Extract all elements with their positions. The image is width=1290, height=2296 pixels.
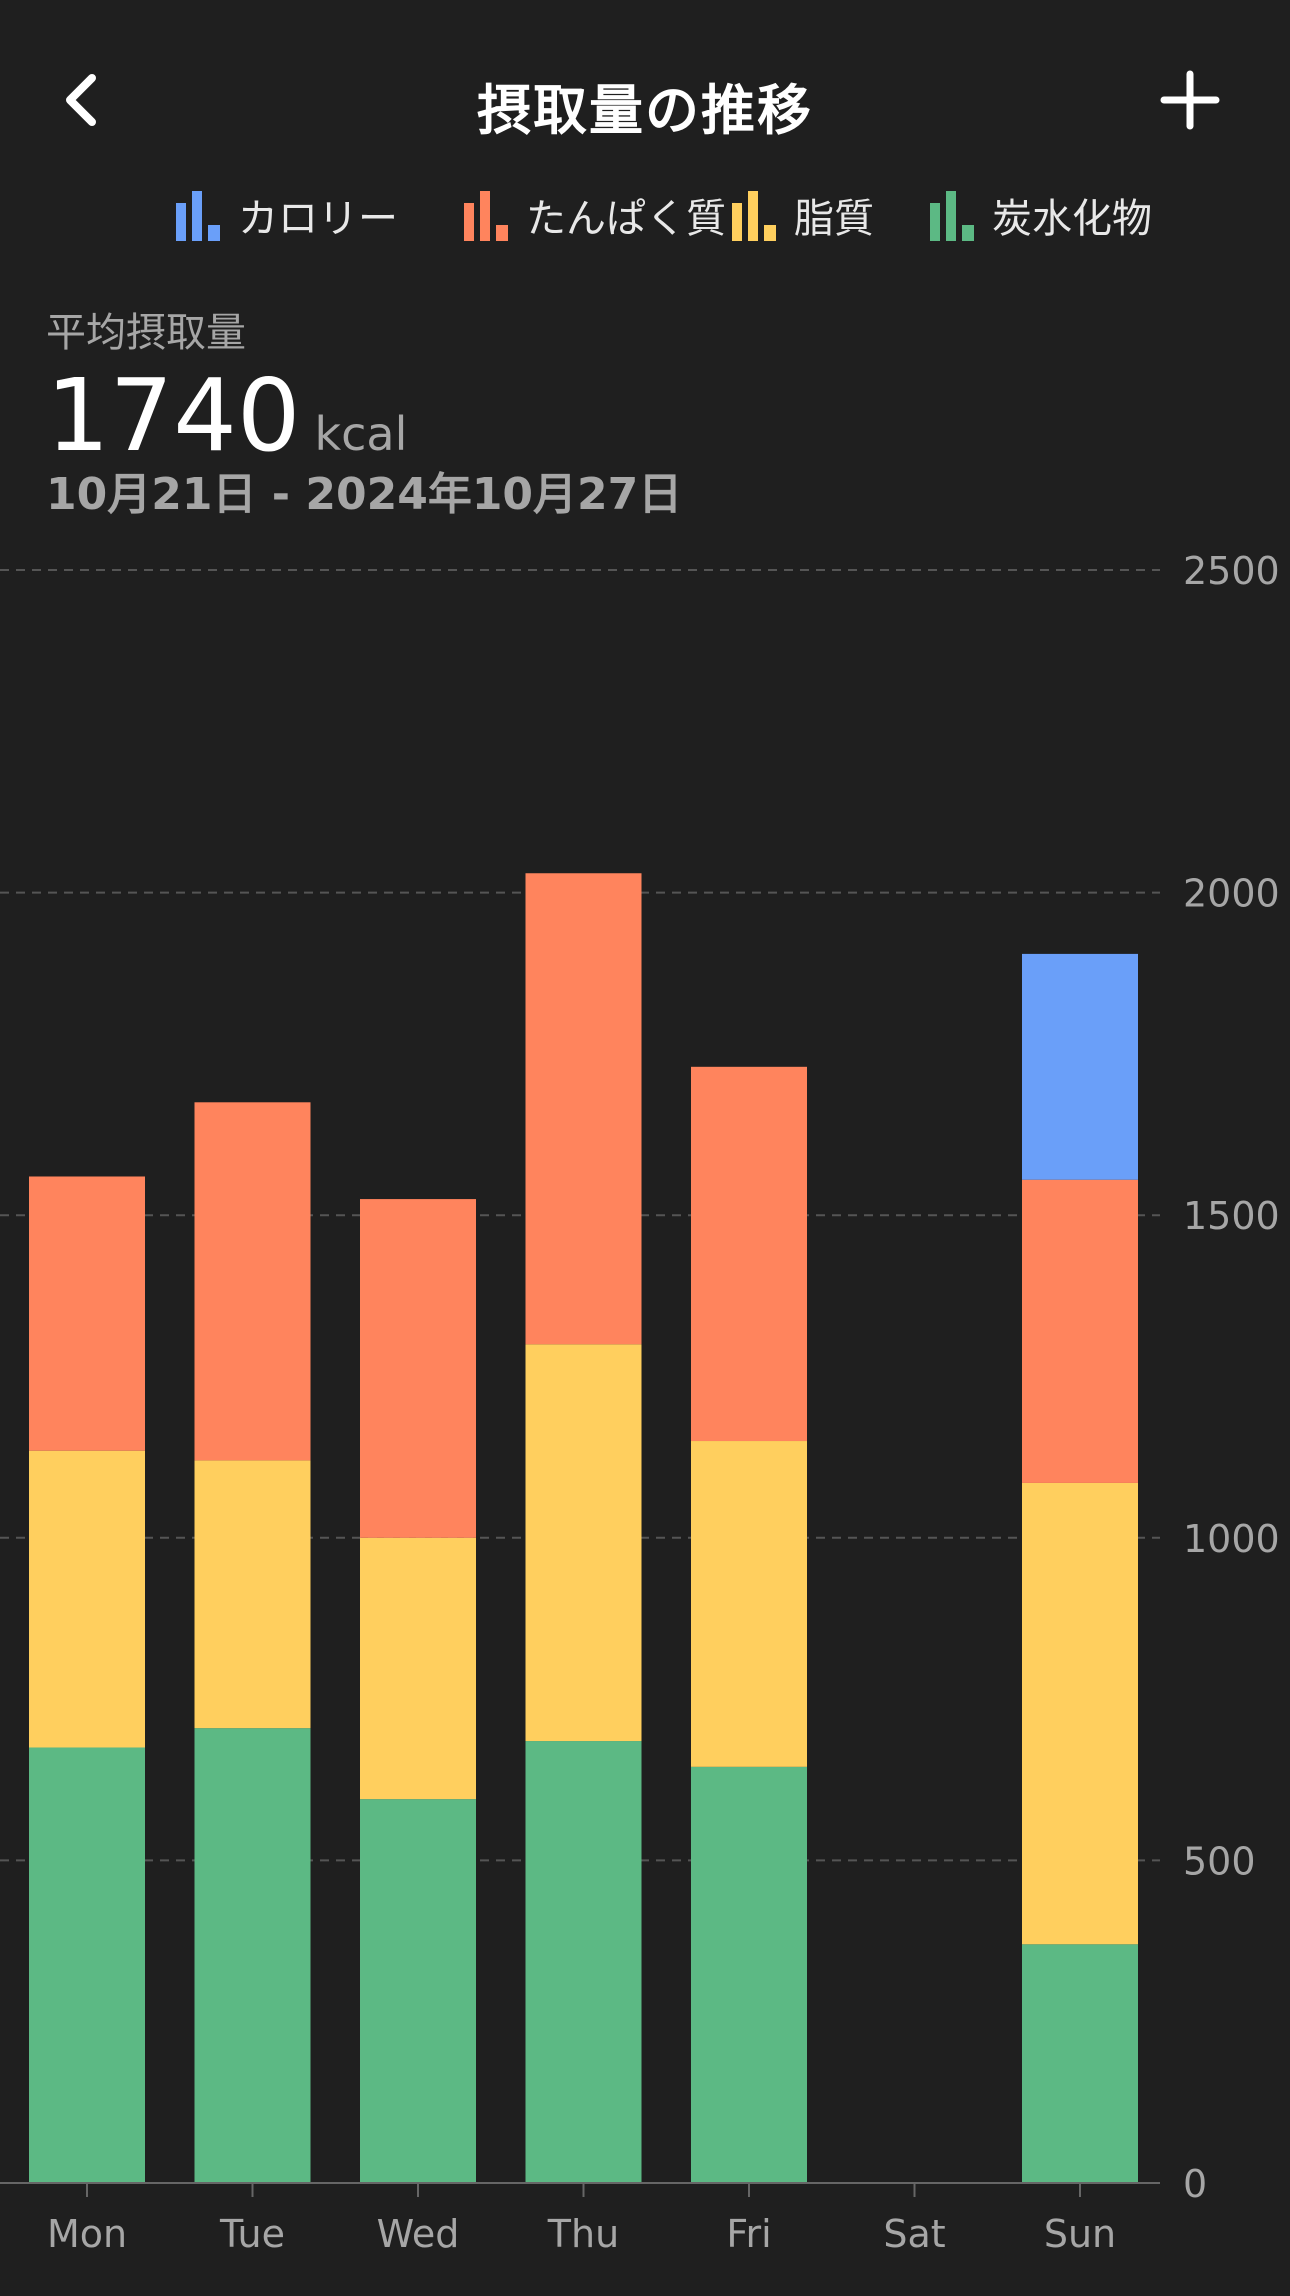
legend-label: 炭水化物 <box>992 196 1152 242</box>
bar-segment <box>29 1747 145 2183</box>
bar-segment <box>29 1450 145 1748</box>
y-tick-label: 0 <box>1183 2162 1207 2206</box>
bar-segment <box>525 1741 642 2183</box>
page-title: 摂取量の推移 <box>477 79 813 142</box>
y-tick-label: 1000 <box>1183 1517 1280 1561</box>
back-button[interactable] <box>50 60 120 140</box>
summary: 平均摂取量 1740 kcal 10月21日 - 2024年10月27日 <box>46 305 682 523</box>
legend-label: 脂質 <box>794 196 874 242</box>
bar-segment <box>194 1728 311 2183</box>
bar-segment <box>29 1176 145 1451</box>
plus-icon <box>1160 70 1220 130</box>
average-intake-unit: kcal <box>314 407 408 461</box>
bar-chart-icon <box>176 191 220 241</box>
y-tick-label: 500 <box>1183 1839 1256 1883</box>
summary-label: 平均摂取量 <box>46 310 246 356</box>
chevron-left-icon <box>66 74 96 126</box>
bar-segment <box>1022 1179 1138 1483</box>
legend-item-protein[interactable]: たんぱく質 <box>462 180 726 250</box>
y-tick-label: 2500 <box>1183 549 1280 593</box>
x-tick-label: Sat <box>883 2212 945 2256</box>
bar-segment <box>1022 1482 1138 1945</box>
bar-segment <box>691 1766 807 2183</box>
bar-segment <box>194 1460 311 1729</box>
x-tick-label: Fri <box>726 2212 771 2256</box>
bar-chart-icon <box>930 191 974 241</box>
bar-segment <box>360 1537 476 1800</box>
bar-chart-icon <box>464 191 508 241</box>
average-intake-value: 1740 <box>46 357 301 474</box>
bar-chart-icon <box>732 191 776 241</box>
summary-value-row: 1740 kcal <box>46 361 682 471</box>
legend-label: カロリー <box>238 196 398 242</box>
date-range: 10月21日 - 2024年10月27日 <box>46 469 683 520</box>
x-tick-label: Tue <box>219 2212 285 2256</box>
legend-item-fat[interactable]: 脂質 <box>730 180 874 250</box>
bar-segment <box>194 1102 311 1461</box>
x-tick-label: Mon <box>47 2212 127 2256</box>
x-tick-label: Wed <box>377 2212 460 2256</box>
y-tick-label: 1500 <box>1183 1194 1280 1238</box>
bar-segment <box>525 873 642 1345</box>
legend-item-calorie[interactable]: カロリー <box>174 180 398 250</box>
legend-label: たんぱく質 <box>526 196 726 242</box>
x-tick-label: Sun <box>1044 2212 1116 2256</box>
bar-segment <box>525 1344 642 1742</box>
bar-segment <box>1022 953 1138 1180</box>
bar-segment <box>691 1441 807 1767</box>
bar-segment <box>1022 1944 1138 2183</box>
y-tick-label: 2000 <box>1183 872 1280 916</box>
bar-segment <box>360 1799 476 2183</box>
bar-segment <box>691 1066 807 1442</box>
header: 摂取量の推移 <box>0 0 1290 200</box>
legend-item-carbs[interactable]: 炭水化物 <box>928 180 1152 250</box>
add-button[interactable] <box>1150 60 1230 140</box>
bar-segment <box>360 1199 476 1538</box>
x-tick-label: Thu <box>547 2212 619 2256</box>
legend: カロリー たんぱく質 脂質 炭水化物 <box>0 180 1290 250</box>
